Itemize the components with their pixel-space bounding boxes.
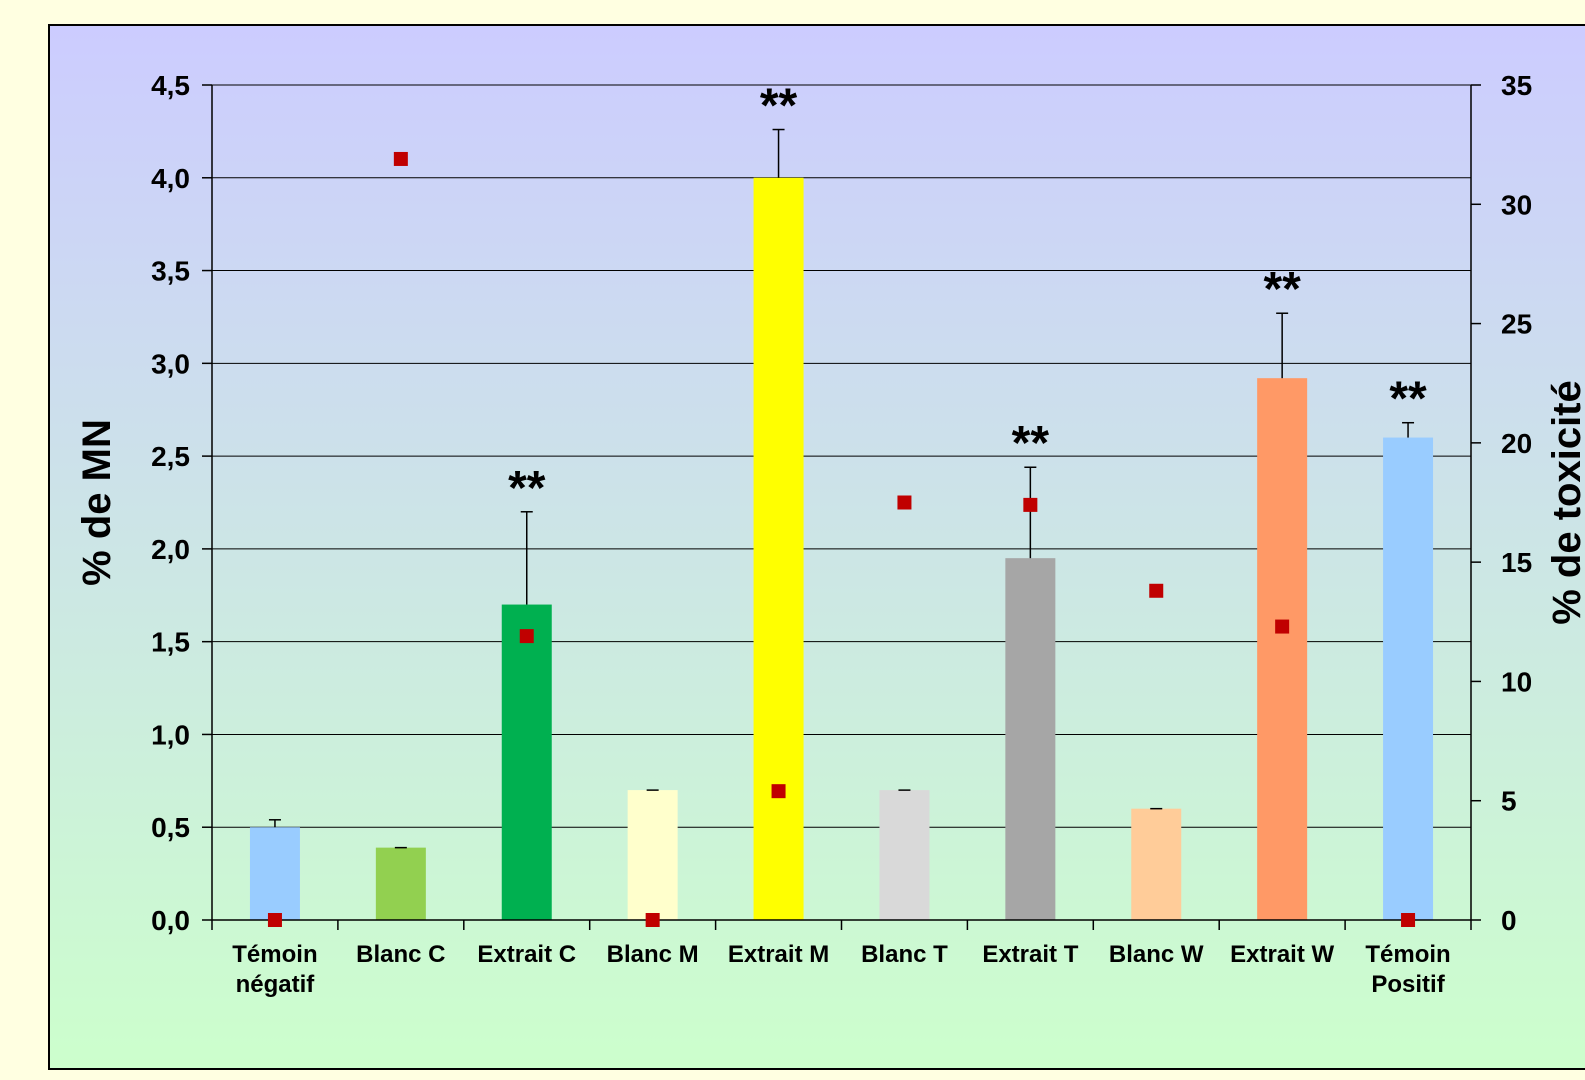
bar — [879, 790, 930, 920]
y-tick-label: 3,5 — [151, 256, 190, 287]
chart-frame: 0,0 0,5 1,0 1,5 2,0 2,5 3,0 3,5 4,0 4,5 0 5 10 15 20 25… — [48, 24, 1585, 1070]
bar — [1257, 378, 1308, 921]
bar — [1005, 558, 1056, 920]
y-tick-label: 0,0 — [151, 905, 190, 936]
y2-tick-label: 20 — [1501, 428, 1532, 459]
chart-background — [50, 26, 1585, 1068]
x-tick-label: Positif — [1371, 971, 1445, 998]
toxicity-marker — [1401, 913, 1416, 927]
y2-tick-label: 15 — [1501, 547, 1532, 578]
significance-label: ** — [508, 462, 546, 515]
x-tick-label: Témoin — [232, 941, 317, 968]
y2-axis-title: % de toxicité — [1545, 380, 1585, 625]
x-tick-label: Blanc T — [861, 941, 948, 968]
bar — [501, 604, 552, 920]
bar — [753, 177, 804, 920]
toxicity-marker — [267, 913, 282, 927]
significance-label: ** — [1389, 373, 1427, 426]
y2-tick-label: 30 — [1501, 189, 1532, 220]
y2-tick-label: 10 — [1501, 666, 1532, 697]
toxicity-marker — [519, 629, 534, 644]
significance-label: ** — [760, 80, 798, 133]
y-tick-label: 3,0 — [151, 348, 190, 379]
toxicity-marker — [771, 784, 786, 799]
x-tick-label: Extrait M — [728, 941, 829, 968]
significance-label: ** — [1263, 263, 1301, 316]
bar — [1131, 808, 1182, 920]
y2-tick-label: 25 — [1501, 309, 1532, 340]
x-tick-label: Blanc M — [607, 941, 699, 968]
y-tick-label: 2,5 — [151, 441, 190, 472]
toxicity-marker — [393, 151, 408, 166]
x-tick-label: Extrait T — [982, 941, 1078, 968]
y-axis-title: % de MN — [75, 419, 119, 586]
x-tick-label: Témoin — [1365, 941, 1450, 968]
y2-tick-label: 0 — [1501, 905, 1517, 936]
bar — [375, 847, 426, 920]
toxicity-marker — [897, 495, 912, 510]
bar — [1383, 437, 1434, 920]
y2-tick-label: 5 — [1501, 786, 1517, 817]
significance-label: ** — [1012, 417, 1050, 470]
toxicity-marker — [1023, 497, 1038, 512]
y-tick-label: 4,0 — [151, 163, 190, 194]
chart-plot: 0,0 0,5 1,0 1,5 2,0 2,5 3,0 3,5 4,0 4,5 0 5 10 15 20 25… — [50, 26, 1585, 1068]
x-tick-label: Extrait C — [477, 941, 576, 968]
y-tick-label: 1,0 — [151, 719, 190, 750]
x-tick-label: Blanc C — [356, 941, 445, 968]
y-tick-label: 0,5 — [151, 812, 190, 843]
x-tick-label: négatif — [236, 971, 316, 998]
y-tick-label: 2,0 — [151, 534, 190, 565]
y-tick-label: 1,5 — [151, 627, 190, 658]
x-tick-label: Blanc W — [1109, 941, 1204, 968]
y2-tick-label: 35 — [1501, 70, 1532, 101]
y-tick-label: 4,5 — [151, 70, 190, 101]
toxicity-marker — [645, 913, 660, 927]
toxicity-marker — [1149, 583, 1164, 598]
x-tick-label: Extrait W — [1230, 941, 1334, 968]
toxicity-marker — [1275, 619, 1290, 634]
bar — [627, 790, 678, 920]
bar — [249, 827, 300, 920]
